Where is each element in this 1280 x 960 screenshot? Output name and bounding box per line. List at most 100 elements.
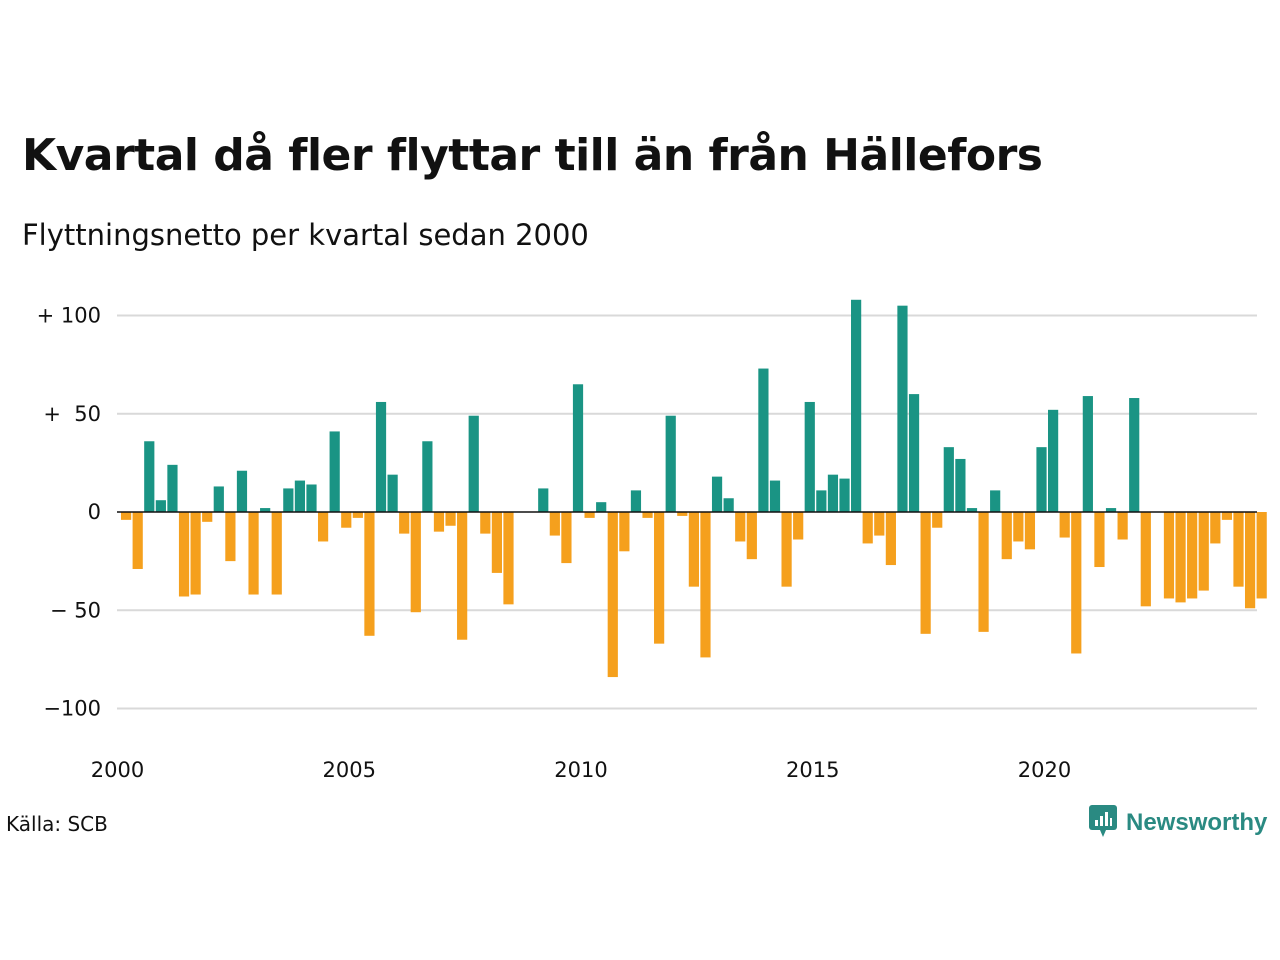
bar-2002-k2 (225, 512, 236, 562)
bar-2022-k1 (1140, 512, 1151, 607)
bar-2013-k4 (758, 368, 769, 512)
bar-2014-k1 (769, 480, 781, 512)
bar-2011-k2 (642, 512, 653, 518)
y-tick-label: 0 (88, 500, 101, 524)
bar-2014-k3 (793, 512, 804, 540)
bars (121, 299, 1267, 678)
bar-2017-k4 (943, 447, 954, 512)
bar-2015-k3 (839, 478, 850, 512)
bar-2014-k4 (804, 401, 815, 512)
bar-2019-k1 (1001, 512, 1012, 560)
bar-2004-k4 (341, 512, 352, 528)
bar-2008-k1 (491, 512, 502, 573)
bar-2007-k4 (480, 512, 491, 534)
x-tick-label: 2015 (786, 758, 839, 782)
bar-2019-k3 (1024, 512, 1036, 550)
brand-name: Newsworthy (1126, 809, 1268, 836)
x-tick-label: 2010 (554, 758, 607, 782)
bar-2004-k2 (317, 512, 329, 542)
bar-2016-k4 (897, 305, 908, 512)
bar-2001-k4 (202, 512, 213, 522)
bar-2003-k3 (283, 488, 294, 512)
bar-2013-k1 (723, 498, 734, 512)
bar-2005-k3 (375, 401, 387, 512)
bar-2015-k4 (851, 299, 862, 512)
bar-2005-k1 (352, 512, 363, 518)
bar-2004-k3 (329, 431, 340, 512)
bar-2013-k3 (746, 512, 757, 560)
bar-2021-k4 (1129, 398, 1140, 512)
bar-2011-k4 (665, 415, 676, 512)
bar-2010-k2 (596, 502, 607, 512)
bar-2002-k3 (236, 470, 248, 512)
bar-2024-k1 (1233, 512, 1244, 587)
x-tick-label: 2000 (91, 758, 144, 782)
bar-2000-k3 (144, 441, 155, 512)
bar-2003-k1 (260, 508, 271, 512)
bar-2009-k4 (572, 384, 584, 512)
bar-2023-k3 (1210, 512, 1221, 544)
bar-2024-k2 (1244, 512, 1256, 609)
bar-2002-k1 (213, 486, 224, 512)
bar-2020-k4 (1082, 396, 1093, 512)
bar-2005-k2 (364, 512, 375, 636)
bar-2018-k2 (966, 508, 978, 512)
bar-2018-k1 (955, 458, 966, 512)
bar-2012-k2 (688, 512, 699, 587)
bar-2000-k2 (132, 512, 143, 569)
bar-2001-k3 (190, 512, 201, 595)
bar-2020-k1 (1048, 409, 1059, 512)
bar-2015-k2 (827, 474, 839, 512)
bar-2016-k2 (874, 512, 885, 536)
y-tick-label: + 100 (37, 304, 101, 328)
bar-2014-k2 (781, 512, 792, 587)
bar-2021-k2 (1105, 508, 1117, 512)
bar-2010-k4 (619, 512, 630, 552)
bar-2006-k3 (422, 441, 433, 512)
brand-logo[interactable]: Newsworthy (1088, 804, 1267, 842)
bar-2022-k4 (1175, 512, 1186, 603)
bar-2007-k1 (445, 512, 456, 526)
bar-2023-k1 (1187, 512, 1198, 599)
bar-2015-k1 (816, 490, 827, 512)
chart-subtitle: Flyttningsnetto per kvartal sedan 2000 (22, 218, 589, 252)
bar-2006-k4 (433, 512, 445, 532)
bar-2007-k3 (468, 415, 479, 512)
bar-2018-k4 (990, 490, 1001, 512)
bar-2007-k2 (457, 512, 468, 640)
bar-2023-k2 (1198, 512, 1209, 591)
bar-2019-k4 (1036, 447, 1047, 512)
bar-2010-k1 (584, 512, 595, 518)
bar-2020-k3 (1071, 512, 1082, 654)
bar-2009-k2 (549, 512, 560, 536)
source-note: Källa: SCB (6, 812, 108, 836)
y-tick-label: −100 (43, 697, 101, 721)
bar-2016-k1 (862, 512, 873, 544)
bar-2016-k3 (885, 512, 896, 566)
bar-2011-k1 (630, 490, 642, 512)
bar-2001-k1 (167, 464, 178, 512)
bar-2009-k1 (538, 488, 549, 512)
bar-2017-k1 (908, 394, 920, 512)
bar-2008-k2 (503, 512, 514, 605)
bar-2006-k2 (410, 512, 421, 613)
bar-2000-k4 (155, 500, 166, 512)
bar-2012-k1 (677, 512, 688, 516)
bar-2009-k3 (561, 512, 572, 564)
y-axis-ticks: + 100 + 50 0 − 50 −100 (37, 304, 101, 721)
y-tick-label: − 50 (50, 598, 101, 622)
grid-lines (117, 314, 1257, 710)
bar-2013-k2 (735, 512, 746, 542)
chart-title: Kvartal då fler flyttar till än från Häl… (22, 130, 1043, 181)
bar-2024-k3 (1256, 512, 1267, 599)
bar-2010-k3 (607, 512, 618, 678)
bar-2021-k3 (1117, 512, 1128, 540)
bar-2018-k3 (978, 512, 989, 632)
bar-2019-k2 (1013, 512, 1024, 542)
x-axis-ticks: 2000 2005 2010 2015 2020 (91, 758, 1071, 782)
bar-2005-k4 (387, 474, 398, 512)
x-tick-label: 2005 (323, 758, 376, 782)
bar-2020-k2 (1059, 512, 1070, 538)
bar-2001-k2 (178, 512, 190, 597)
